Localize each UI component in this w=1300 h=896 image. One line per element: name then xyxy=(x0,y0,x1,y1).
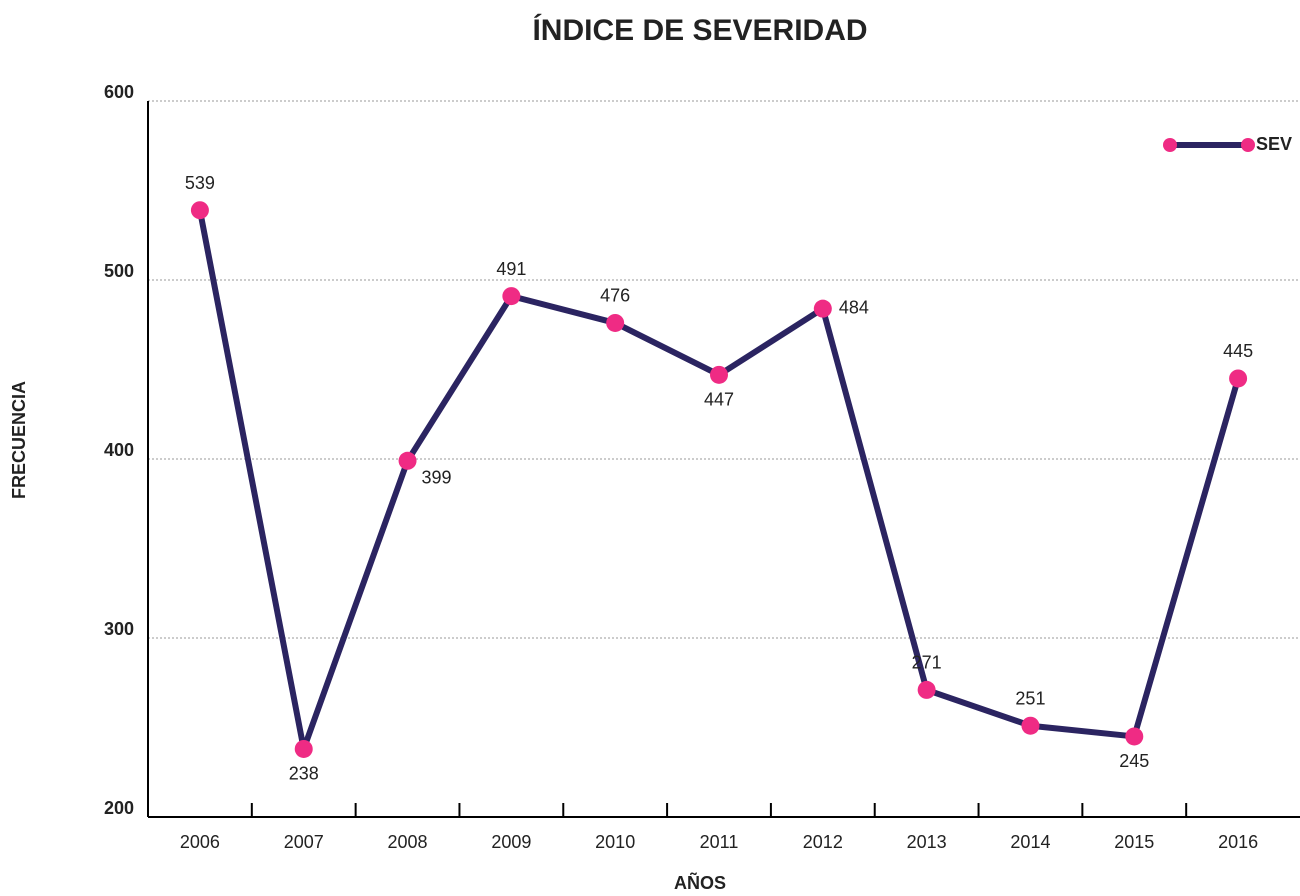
y-axis-label: FRECUENCIA xyxy=(9,381,29,499)
y-tick-label: 600 xyxy=(104,82,134,102)
y-tick-label: 200 xyxy=(104,798,134,818)
marker xyxy=(606,313,625,332)
data-label: 245 xyxy=(1119,751,1149,771)
legend-label: SEV xyxy=(1256,134,1292,154)
data-label: 539 xyxy=(185,173,215,193)
marker xyxy=(1229,369,1248,388)
data-label: 251 xyxy=(1015,688,1045,708)
x-tick-label: 2011 xyxy=(700,832,739,852)
data-label: 476 xyxy=(600,286,630,306)
x-axis-label: AÑOS xyxy=(674,872,726,893)
marker xyxy=(1021,716,1040,735)
marker xyxy=(710,365,728,384)
x-tick-label: 2016 xyxy=(1218,832,1258,852)
x-tick-label: 2008 xyxy=(388,832,428,852)
data-label: 238 xyxy=(289,764,319,784)
x-tick-label: 2014 xyxy=(1010,832,1050,852)
marker xyxy=(813,299,832,318)
x-tick-label: 2006 xyxy=(180,832,220,852)
x-tick-label: 2012 xyxy=(803,832,843,852)
marker xyxy=(398,451,417,470)
marker xyxy=(502,287,521,306)
x-tick-label: 2010 xyxy=(595,832,635,852)
data-label: 484 xyxy=(839,297,869,317)
y-tick-label: 400 xyxy=(104,440,134,460)
x-tick-label: 2015 xyxy=(1114,832,1154,852)
data-label: 491 xyxy=(496,259,526,279)
y-tick-label: 500 xyxy=(104,261,134,281)
y-tick-label: 300 xyxy=(104,619,134,639)
chart-title: ÍNDICE DE SEVERIDAD xyxy=(532,13,867,47)
data-label: 447 xyxy=(704,390,734,410)
legend-marker xyxy=(1163,138,1177,152)
line xyxy=(196,209,1241,752)
marker xyxy=(917,680,936,699)
data-label: 271 xyxy=(912,653,942,673)
marker xyxy=(190,201,209,220)
x-tick-label: 2013 xyxy=(907,832,947,852)
marker xyxy=(1125,727,1144,746)
data-label: 445 xyxy=(1223,341,1253,361)
data-label: 399 xyxy=(422,468,452,488)
x-tick-label: 2007 xyxy=(284,832,324,852)
marker xyxy=(294,739,313,758)
legend-marker xyxy=(1241,138,1255,152)
x-tick-label: 2009 xyxy=(491,832,531,852)
